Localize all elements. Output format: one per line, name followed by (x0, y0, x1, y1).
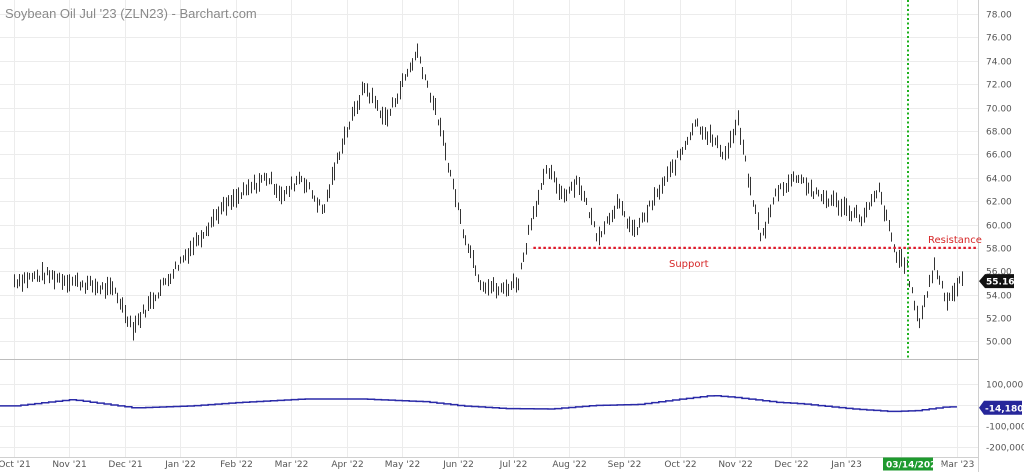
grid-ind (0, 384, 978, 448)
x-tick-label: Nov '21 (52, 460, 86, 470)
last-price-value: 55.16 (986, 278, 1014, 288)
price-tick-label: 60.00 (986, 222, 1012, 232)
price-tick-label: 52.00 (986, 315, 1012, 325)
x-tick-label: Jan '23 (830, 460, 862, 470)
x-tick-label: Sep '22 (608, 460, 642, 470)
x-tick-label: Mar '22 (275, 460, 309, 470)
x-tick-label: Nov '22 (718, 460, 752, 470)
vertical-marker-tag-shape (883, 457, 933, 471)
price-tick-label: 66.00 (986, 151, 1012, 161)
x-tick-label: Oct '22 (664, 460, 696, 470)
price-tick-label: 56.00 (986, 268, 1012, 278)
x-tick-label: Dec '22 (774, 460, 808, 470)
x-tick-label: Jun '22 (442, 460, 474, 470)
x-tick-label: Oct '21 (0, 460, 31, 470)
chart-title: Soybean Oil Jul '23 (ZLN23) - Barchart.c… (5, 6, 257, 21)
x-tick-label: Mar '23 (941, 460, 975, 470)
x-tick-label: Apr '22 (331, 460, 363, 470)
price-tick-label: 50.00 (986, 338, 1012, 348)
price-tick-label: 54.00 (986, 292, 1012, 302)
price-tick-label: 58.00 (986, 245, 1012, 255)
indicator-axis: 100,000 -100,000 -200,000 (986, 381, 1024, 454)
x-tick-label: Feb '22 (220, 460, 253, 470)
x-axis: Oct '21 Nov '21 Dec '21 Jan '22 Feb '22 Mar '… (0, 460, 974, 470)
last-indicator-tag-shape (979, 400, 1022, 415)
vertical-marker-tag: 03/14/2023 (883, 457, 943, 471)
indicator-line (0, 394, 957, 413)
indicator-tick-label: -200,000 (986, 444, 1024, 454)
last-indicator-tag: -14,180 (979, 400, 1023, 415)
indicator-tick-label: 100,000 (986, 381, 1023, 391)
price-tick-label: 64.00 (986, 175, 1012, 185)
last-indicator-value: -14,180 (985, 404, 1023, 414)
price-tick-label: 72.00 (986, 81, 1012, 91)
x-tick-label: May '22 (385, 460, 420, 470)
price-tick-label: 76.00 (986, 34, 1012, 44)
price-tick-label: 74.00 (986, 58, 1012, 68)
price-bars (14, 43, 963, 341)
vertical-marker-date: 03/14/2023 (886, 461, 943, 471)
x-tick-label: Jan '22 (164, 460, 196, 470)
indicator-tick-label: -100,000 (986, 423, 1024, 433)
last-price-tag: 55.16 (979, 274, 1014, 289)
price-axis: 78.00 76.00 74.00 72.00 70.00 68.00 66.00 64.00… (986, 11, 1012, 348)
price-tick-label: 78.00 (986, 11, 1012, 21)
last-price-tag-shape (979, 274, 1014, 289)
x-tick-label: Aug '22 (552, 460, 586, 470)
price-tick-label: 62.00 (986, 198, 1012, 208)
resistance-label: Resistance (928, 235, 982, 246)
price-tick-label: 70.00 (986, 105, 1012, 115)
support-label: Support (669, 259, 709, 270)
x-tick-label: Jul '22 (499, 460, 528, 470)
price-tick-label: 68.00 (986, 128, 1012, 138)
x-tick-label: Dec '21 (108, 460, 142, 470)
grid-main (0, 0, 978, 457)
